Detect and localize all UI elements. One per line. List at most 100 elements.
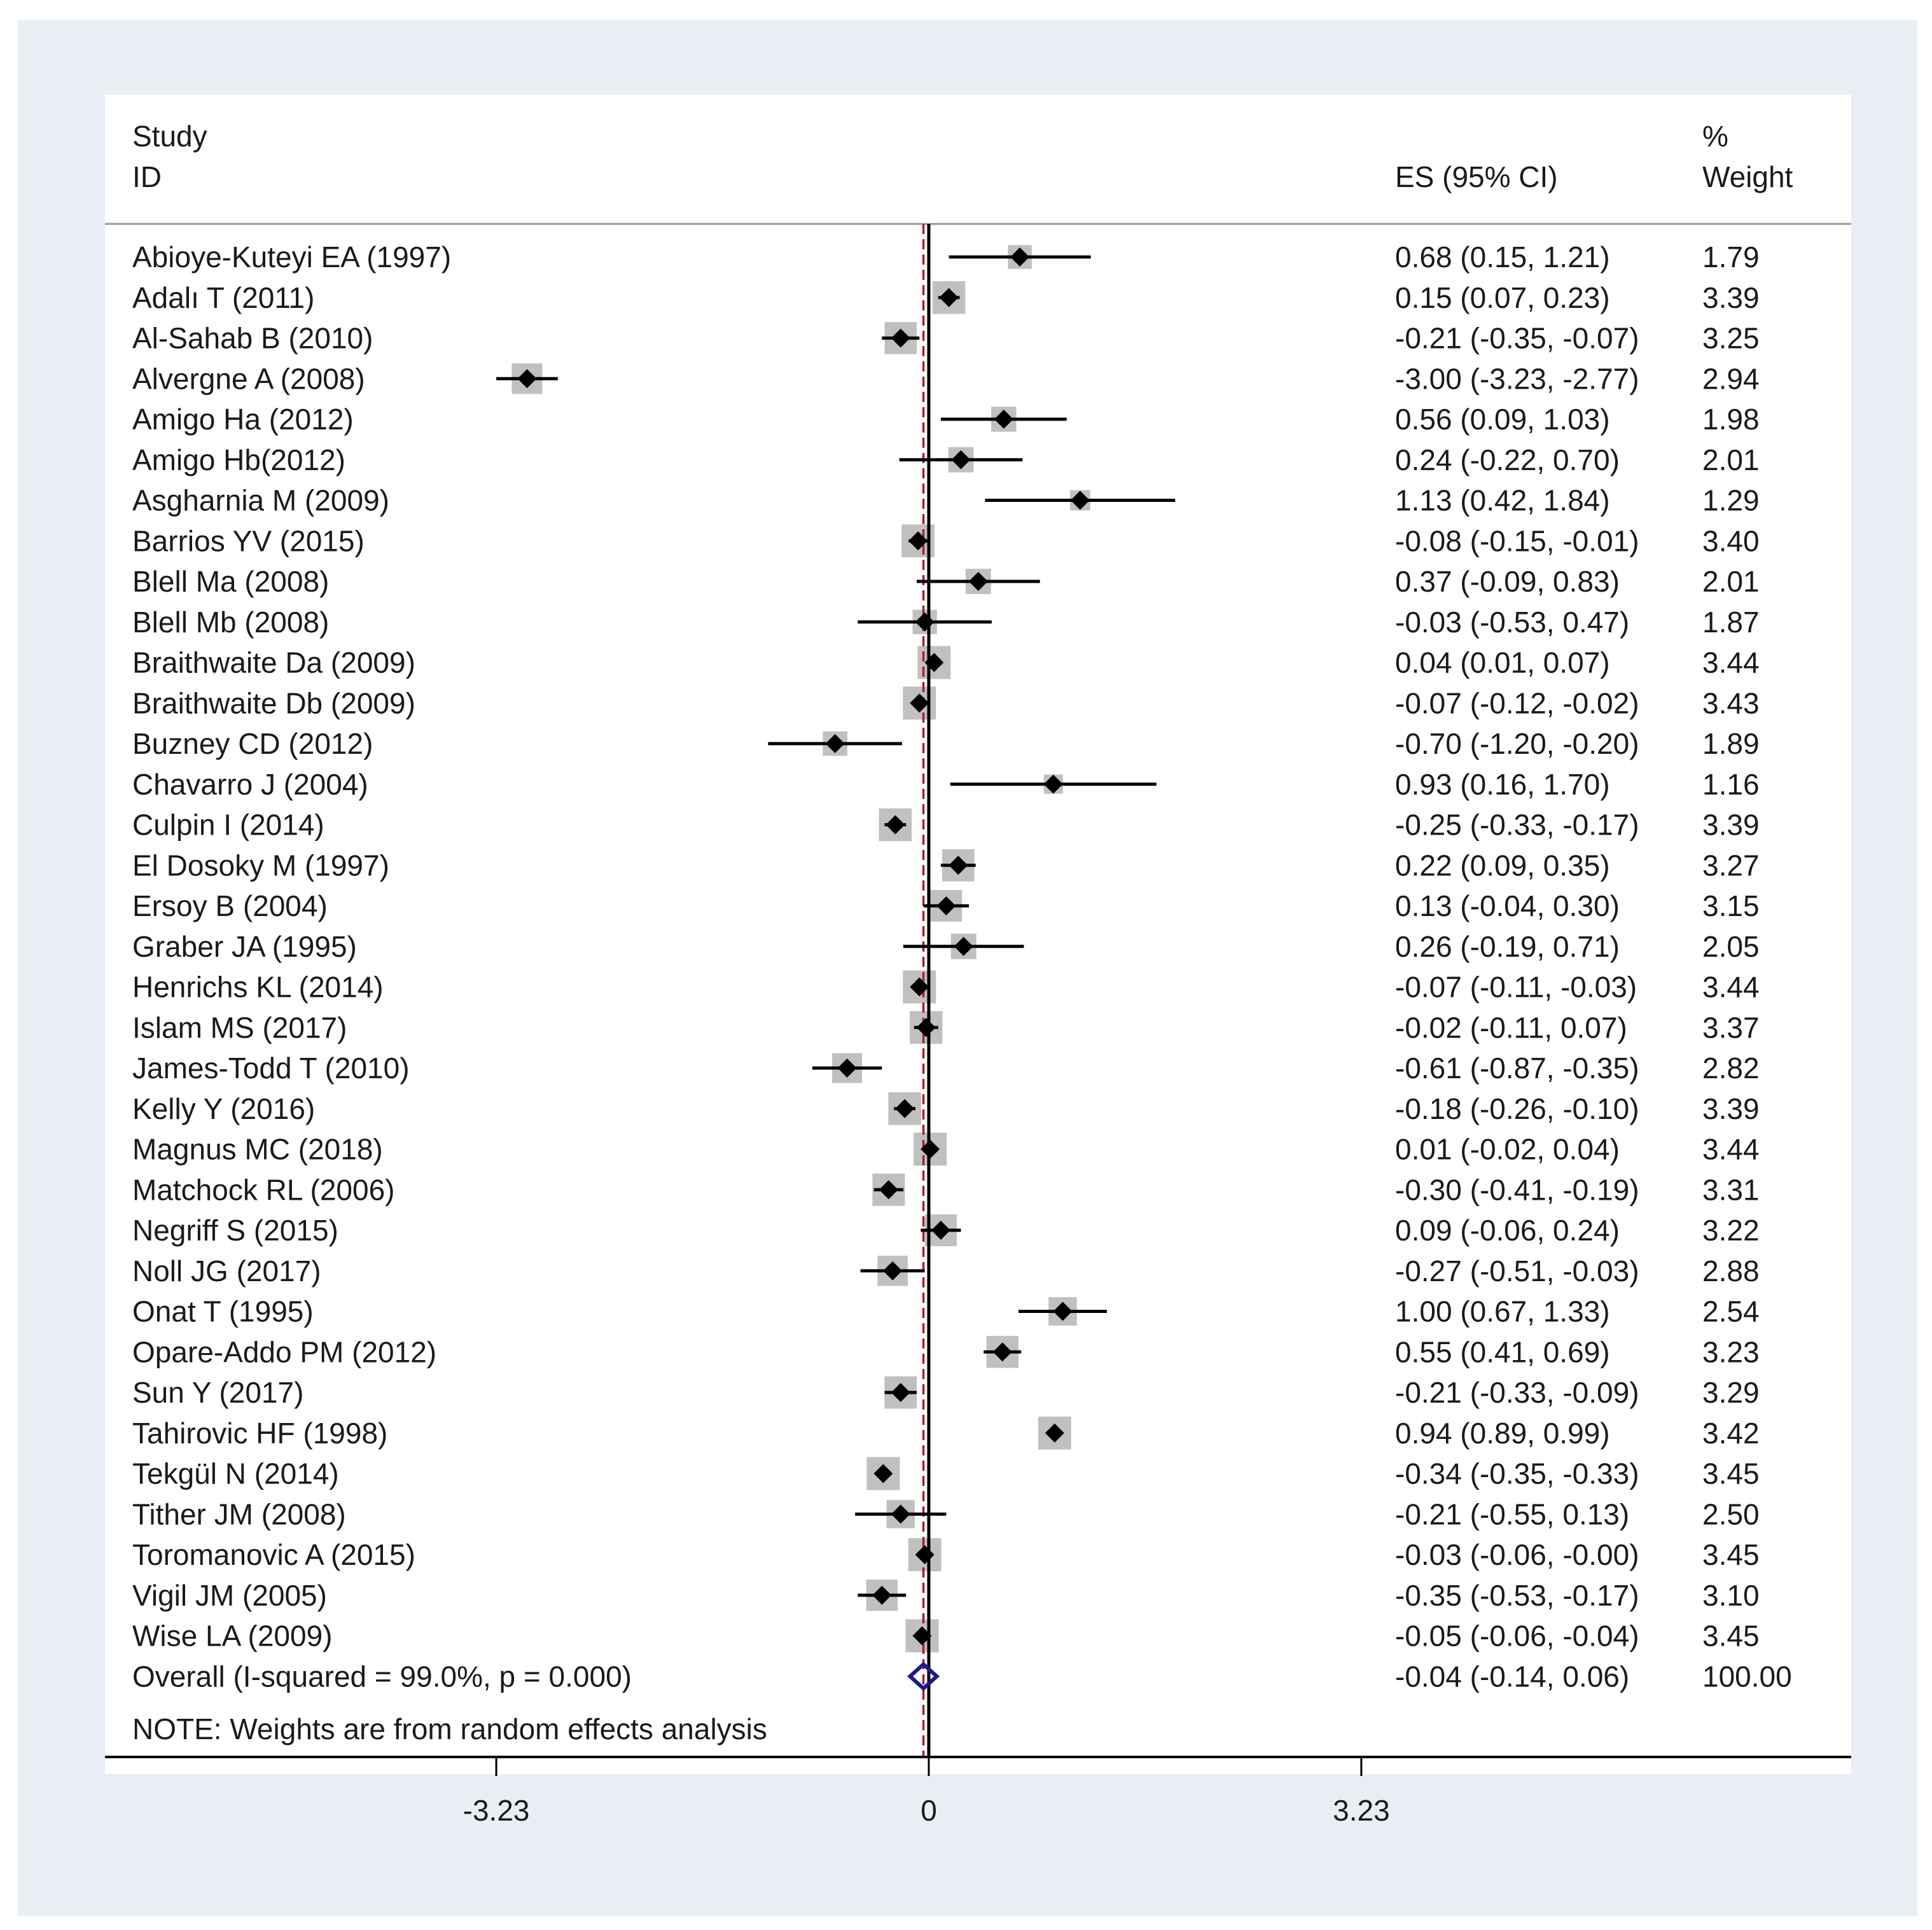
effect-size-label: -0.25 (-0.33, -0.17) (1395, 809, 1639, 842)
study-label: Vigil JM (2005) (132, 1579, 327, 1612)
x-tick-label: -3.23 (463, 1794, 530, 1827)
effect-size-label: 0.94 (0.89, 0.99) (1395, 1417, 1610, 1450)
point-estimate-marker (954, 936, 973, 956)
study-label: Braithwaite Db (2009) (132, 686, 415, 719)
weight-label: 3.44 (1702, 971, 1760, 1004)
study-label: Abioye-Kuteyi EA (1997) (132, 240, 451, 274)
point-estimate-marker (910, 693, 929, 713)
row-labels: Abioye-Kuteyi EA (1997) 0.68 (0.15, 1.21)… (132, 240, 1792, 1693)
overall-weight-label: 100.00 (1702, 1660, 1792, 1693)
study-label: Barrios YV (2015) (132, 524, 365, 557)
point-estimate-marker (939, 288, 959, 307)
point-estimate-marker (1053, 1302, 1073, 1321)
study-label: Buzney CD (2012) (132, 727, 373, 760)
effect-size-label: -0.30 (-0.41, -0.19) (1395, 1173, 1639, 1206)
header-study: Study (132, 120, 207, 153)
effect-size-label: 0.56 (0.09, 1.03) (1395, 403, 1610, 436)
effect-size-label: -0.70 (-1.20, -0.20) (1395, 727, 1639, 760)
weight-label: 2.05 (1702, 930, 1760, 963)
weight-label: 2.01 (1702, 565, 1760, 598)
weight-label: 1.16 (1702, 768, 1760, 801)
point-estimate-marker (915, 1545, 935, 1564)
study-label: Opare-Addo PM (2012) (132, 1335, 436, 1368)
effect-size-label: -3.00 (-3.23, -2.77) (1395, 362, 1639, 395)
point-estimate-marker (924, 653, 944, 672)
weight-label: 3.10 (1702, 1579, 1760, 1612)
weight-label: 3.40 (1702, 524, 1760, 557)
point-estimate-marker (992, 1342, 1012, 1362)
effect-size-label: 0.15 (0.07, 0.23) (1395, 281, 1610, 314)
weight-label: 2.94 (1702, 362, 1760, 395)
effect-size-label: -0.27 (-0.51, -0.03) (1395, 1254, 1639, 1288)
study-label: Blell Mb (2008) (132, 606, 329, 639)
study-label: Sun Y (2017) (132, 1376, 303, 1409)
figure-background: Study ID ES (95% CI) % Weight Abioye-Kut… (18, 20, 1917, 1916)
overall-effect-size-label: -0.04 (-0.14, 0.06) (1395, 1660, 1629, 1693)
weight-label: 3.27 (1702, 849, 1760, 882)
weight-label: 1.79 (1702, 240, 1760, 274)
effect-size-label: 0.13 (-0.04, 0.30) (1395, 889, 1620, 922)
weight-label: 3.25 (1702, 322, 1760, 355)
point-estimate-marker (921, 1139, 940, 1159)
weight-label: 3.45 (1702, 1620, 1760, 1653)
study-label: Blell Ma (2008) (132, 565, 329, 598)
point-estimate-marker (912, 1626, 932, 1646)
study-label: Ersoy B (2004) (132, 889, 328, 922)
study-label: Amigo Hb(2012) (132, 443, 345, 476)
point-estimate-marker (891, 1504, 910, 1524)
effect-size-label: 0.22 (0.09, 0.35) (1395, 849, 1610, 882)
point-estimate-marker (1043, 774, 1063, 794)
weight-label: 3.45 (1702, 1457, 1760, 1490)
point-estimate-marker (895, 1099, 915, 1118)
point-estimate-marker (949, 856, 968, 875)
point-estimate-marker (931, 1221, 950, 1240)
study-label: James-Todd T (2010) (132, 1052, 410, 1085)
weight-label: 3.23 (1702, 1335, 1760, 1368)
forest-plot: Study ID ES (95% CI) % Weight Abioye-Kut… (105, 95, 1851, 1827)
point-estimate-marker (908, 531, 928, 551)
effect-size-label: -0.35 (-0.53, -0.17) (1395, 1579, 1639, 1612)
effect-size-label: 0.93 (0.16, 1.70) (1395, 768, 1610, 801)
weight-label: 1.29 (1702, 484, 1760, 517)
study-label: Tither JM (2008) (132, 1497, 346, 1531)
point-estimate-marker (825, 734, 845, 753)
study-label: Magnus MC (2018) (132, 1133, 383, 1166)
point-estimate-marker (886, 815, 905, 835)
study-label: Noll JG (2017) (132, 1254, 321, 1288)
effect-size-label: -0.21 (-0.35, -0.07) (1395, 322, 1639, 355)
effect-size-label: -0.02 (-0.11, 0.07) (1395, 1011, 1627, 1044)
weight-label: 3.29 (1702, 1376, 1760, 1409)
effect-size-label: 0.26 (-0.19, 0.71) (1395, 930, 1620, 963)
point-estimate-marker (1045, 1423, 1064, 1443)
study-label: Graber JA (1995) (132, 930, 357, 963)
weight-label: 3.42 (1702, 1417, 1760, 1450)
point-estimate-marker (1010, 247, 1030, 267)
point-estimate-marker (517, 369, 537, 389)
study-label: Culpin I (2014) (132, 809, 324, 842)
plot-panel (105, 95, 1851, 1774)
overall-diamond (907, 1662, 940, 1691)
effect-size-label: 0.37 (-0.09, 0.83) (1395, 565, 1620, 598)
point-estimate-marker (936, 896, 956, 915)
study-label: Tahirovic HF (1998) (132, 1417, 387, 1450)
weight-label: 1.87 (1702, 606, 1760, 639)
header-weight: Weight (1702, 160, 1793, 193)
weight-label: 2.88 (1702, 1254, 1760, 1288)
study-label: Tekgül N (2014) (132, 1457, 339, 1490)
effect-size-label: 0.09 (-0.06, 0.24) (1395, 1214, 1620, 1247)
point-estimate-marker (994, 410, 1013, 429)
header-id: ID (132, 160, 162, 193)
point-estimate-marker (916, 1018, 936, 1038)
point-estimate-marker (968, 572, 988, 591)
study-label: Alvergne A (2008) (132, 362, 365, 395)
weight-label: 1.89 (1702, 727, 1760, 760)
header-percent: % (1702, 120, 1728, 153)
study-label: Negriff S (2015) (132, 1214, 338, 1247)
effect-size-label: -0.07 (-0.11, -0.03) (1395, 971, 1637, 1004)
effect-size-label: 0.04 (0.01, 0.07) (1395, 646, 1610, 679)
effect-size-label: -0.18 (-0.26, -0.10) (1395, 1092, 1639, 1125)
weight-label: 3.43 (1702, 686, 1760, 719)
study-label: Al-Sahab B (2010) (132, 322, 373, 355)
study-label: Adalı T (2011) (132, 281, 314, 314)
weight-label: 2.54 (1702, 1295, 1760, 1328)
